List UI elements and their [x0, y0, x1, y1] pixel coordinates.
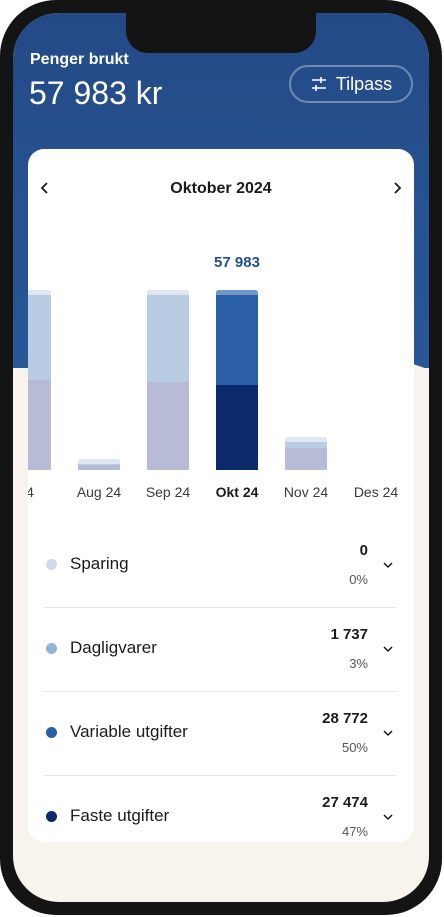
phone-notch: [126, 13, 316, 53]
category-amount: 27 474: [322, 794, 368, 811]
category-percent: 3%: [349, 656, 368, 671]
chevron-left-icon: [40, 182, 48, 194]
category-list: Sparing 0 0% Dagligvarer 1 737 3% Variable utg…: [44, 524, 396, 842]
category-percent: 47%: [341, 824, 368, 839]
spent-label: Penger brukt: [30, 51, 129, 68]
x-tick-label: Okt 24: [215, 484, 259, 500]
category-name: Dagligvarer: [70, 638, 157, 657]
month-navigator: Oktober 2024: [28, 177, 414, 201]
spent-amount: 57 983 kr: [29, 75, 163, 111]
selected-bar-value: 57 983: [214, 254, 260, 272]
category-color-dot: [46, 559, 57, 570]
bar-2[interactable]: [147, 290, 189, 470]
category-row[interactable]: Faste utgifter 27 474 47%: [44, 776, 396, 842]
category-amount: 28 772: [322, 710, 368, 727]
category-percent: 0%: [349, 572, 368, 587]
chevron-down-icon[interactable]: [382, 810, 394, 822]
chevron-right-icon: [394, 182, 402, 194]
category-color-dot: [46, 727, 57, 738]
bar-cap: [285, 437, 327, 443]
bar-cap: [78, 459, 120, 465]
bar-1[interactable]: [78, 459, 120, 470]
bar-3[interactable]: [216, 290, 258, 470]
bar-cap: [216, 290, 258, 296]
customize-label: Tilpass: [335, 73, 393, 94]
category-color-dot: [46, 643, 57, 654]
next-month-button[interactable]: [390, 177, 404, 199]
category-name: Faste utgifter: [70, 806, 170, 825]
monthly-spending-chart: 4 Aug 24 Sep 24 Okt 24 Nov 24 Des 24 57 983: [28, 244, 414, 519]
bar-segment-lower: [78, 464, 120, 470]
bar-segment-upper: [28, 290, 51, 380]
x-tick-label: 4: [28, 484, 34, 500]
bar-cap: [147, 290, 189, 295]
bar-cap: [28, 290, 51, 295]
spending-card: Oktober 2024 4 Aug 24 Sep 24 Okt 24 Nov 24 De…: [28, 149, 414, 842]
x-tick-label: Des 24: [353, 484, 399, 500]
bar-segment-upper: [216, 290, 258, 385]
category-name: Variable utgifter: [70, 722, 188, 741]
month-title: Oktober 2024: [170, 180, 272, 197]
x-tick-label: Nov 24: [283, 484, 329, 500]
chevron-down-icon[interactable]: [382, 558, 394, 570]
bar-segment-lower: [147, 381, 189, 470]
chevron-down-icon[interactable]: [382, 642, 394, 654]
sliders-icon: [310, 76, 328, 92]
category-row[interactable]: Variable utgifter 28 772 50%: [44, 692, 396, 776]
app-screen: Penger brukt 57 983 kr Tilpass: [13, 13, 429, 902]
x-tick-label: Sep 24: [145, 484, 191, 500]
bar-4[interactable]: [285, 437, 327, 470]
bar-segment-upper: [147, 290, 189, 382]
category-row[interactable]: Dagligvarer 1 737 3%: [44, 608, 396, 692]
chevron-down-icon[interactable]: [382, 726, 394, 738]
bar-segment-lower: [28, 380, 51, 470]
customize-button[interactable]: Tilpass: [289, 65, 413, 103]
category-name: Sparing: [70, 554, 129, 573]
category-color-dot: [46, 811, 57, 822]
category-amount: 0: [359, 542, 368, 559]
category-percent: 50%: [341, 740, 368, 755]
bar-segment-upper: [285, 437, 327, 449]
bar-segment-lower: [216, 384, 258, 470]
previous-month-button[interactable]: [38, 177, 52, 199]
category-amount: 1 737: [330, 626, 368, 643]
bar-segment-lower: [285, 448, 327, 470]
category-row[interactable]: Sparing 0 0%: [44, 524, 396, 608]
x-tick-label: Aug 24: [76, 484, 122, 500]
bar-0[interactable]: [28, 290, 51, 470]
